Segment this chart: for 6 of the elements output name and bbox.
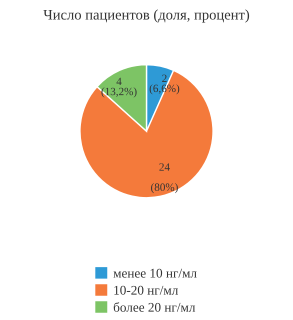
legend-label: 10-20 нг/мл [114, 286, 178, 295]
data-label: 2 (6,6%) [150, 74, 180, 94]
legend-label: менее 10 нг/мл [113, 268, 197, 278]
data-label: 24 (80%) [151, 163, 178, 194]
legend-label: более 20 нг/мл [114, 302, 196, 312]
chart-title: Число пациентов (доля, процент) [43, 9, 250, 23]
